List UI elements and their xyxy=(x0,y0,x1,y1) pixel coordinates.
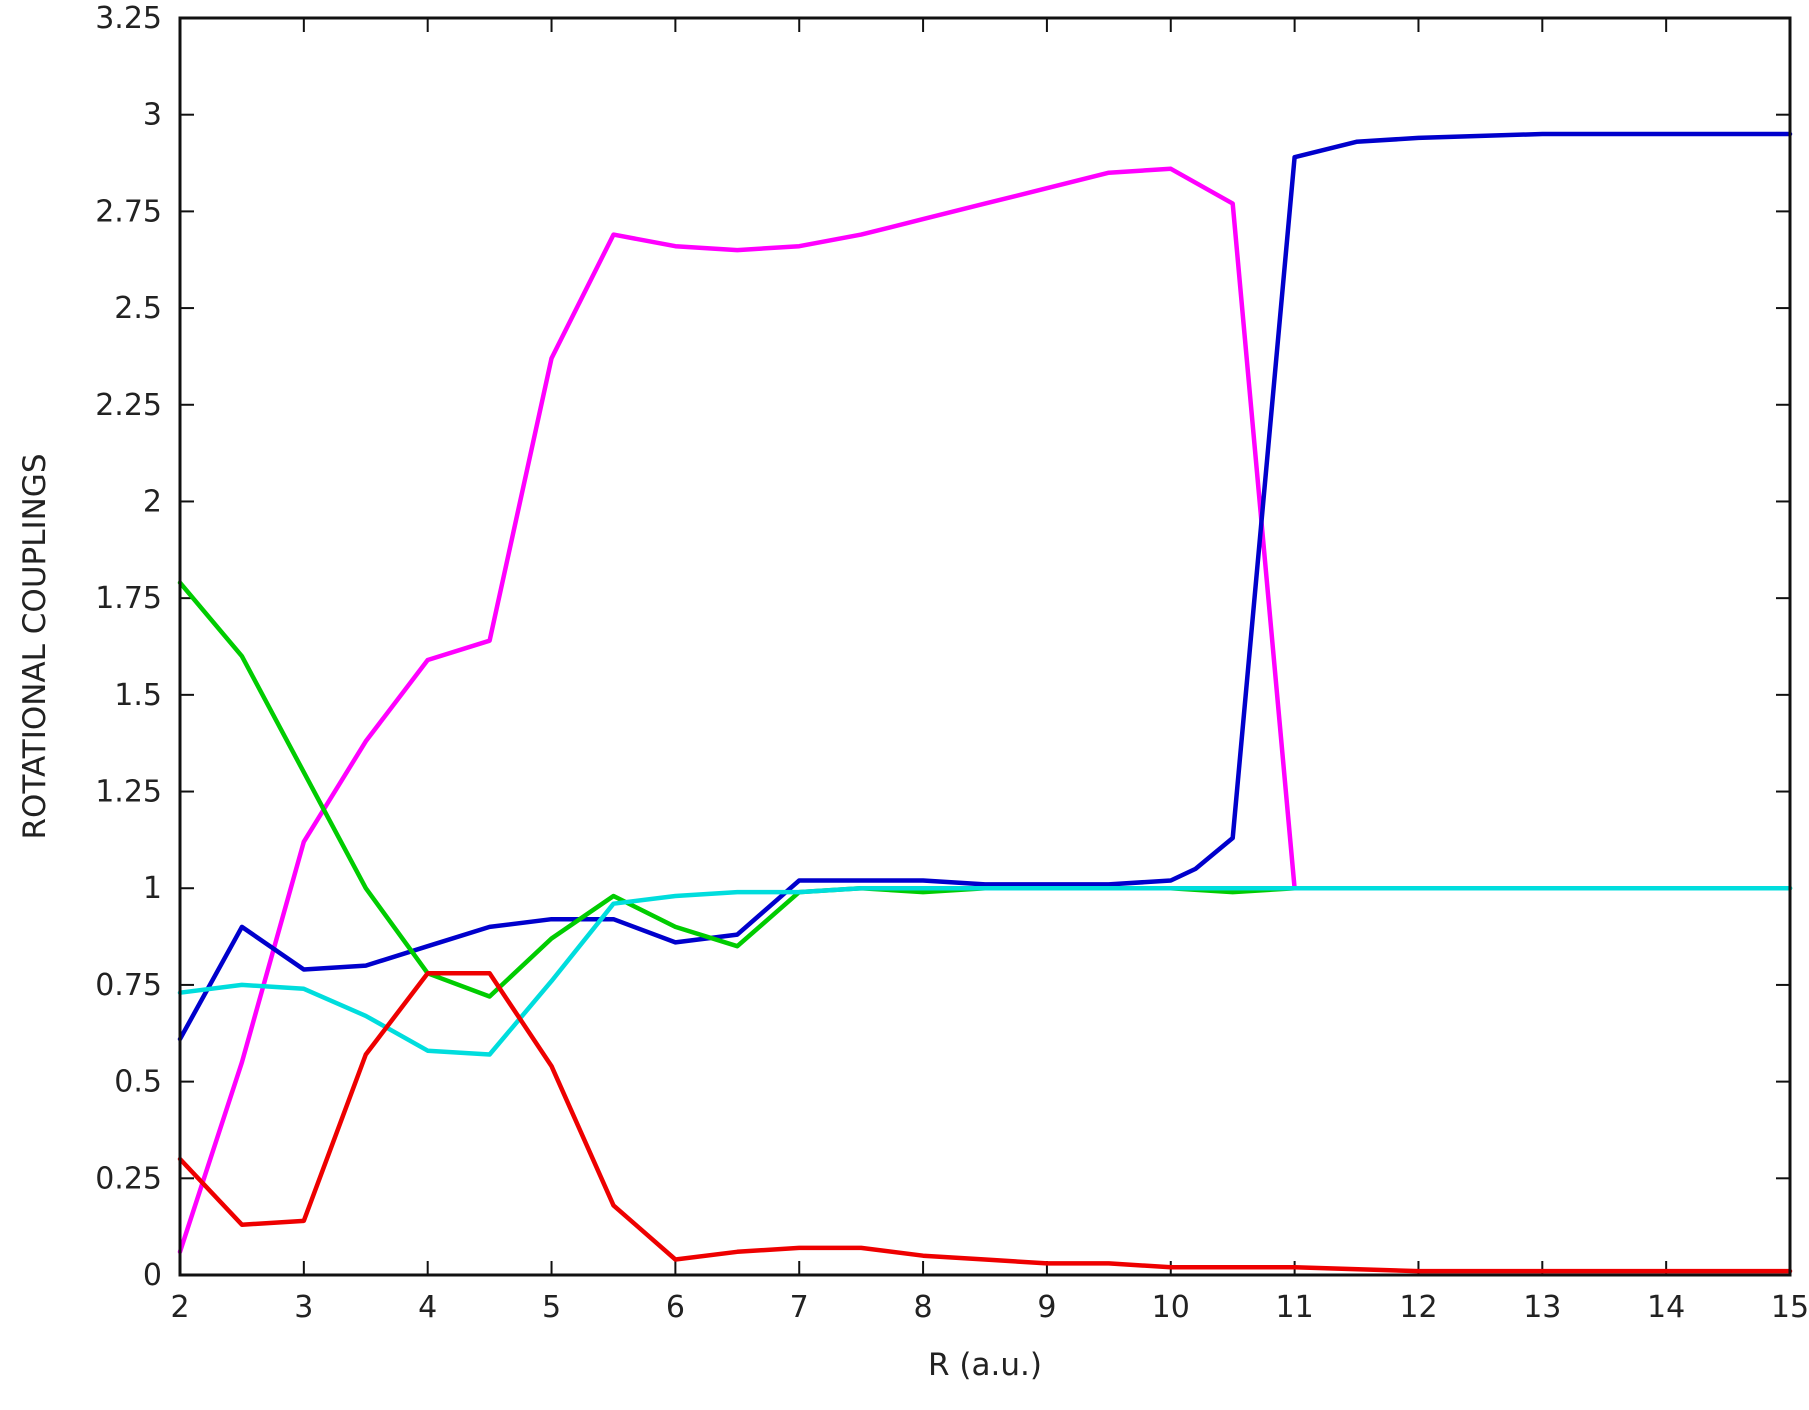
y-tick-label: 1.5 xyxy=(114,678,162,713)
y-tick-label: 2.25 xyxy=(95,388,162,423)
y-tick-label: 2 xyxy=(143,484,162,519)
y-tick-label: 0 xyxy=(143,1258,162,1293)
series-line-5 xyxy=(177,971,1793,1274)
y-tick-label: 1.75 xyxy=(95,581,162,616)
x-tick-label: 11 xyxy=(1276,1290,1314,1325)
y-tick-label: 1.25 xyxy=(95,775,162,810)
y-tick-label: 2.5 xyxy=(114,291,162,326)
series-line-4 xyxy=(177,885,1793,1057)
y-tick-label: 3 xyxy=(143,98,162,133)
y-tick-label: 0.75 xyxy=(95,968,162,1003)
x-tick-label: 14 xyxy=(1647,1290,1685,1325)
y-tick-label: 0.25 xyxy=(95,1161,162,1196)
x-tick-label: 8 xyxy=(914,1290,933,1325)
x-tick-label: 15 xyxy=(1771,1290,1809,1325)
series-line-3 xyxy=(177,580,1793,999)
x-axis-ticks: 2 3 4 5 6 7 8 9 10 11 12 13 14 15 xyxy=(170,18,1809,1325)
y-tick-label: 3.25 xyxy=(95,1,162,36)
y-axis-title: ROTATIONAL COUPLINGS xyxy=(17,453,53,839)
x-tick-label: 9 xyxy=(1037,1290,1056,1325)
x-tick-label: 12 xyxy=(1399,1290,1437,1325)
x-tick-label: 10 xyxy=(1152,1290,1190,1325)
x-tick-label: 7 xyxy=(790,1290,809,1325)
x-axis-title: R (a.u.) xyxy=(928,1347,1042,1383)
series-layer xyxy=(177,131,1793,1274)
x-tick-label: 2 xyxy=(170,1290,189,1325)
series-line-1 xyxy=(177,166,1297,1255)
plot-frame xyxy=(178,16,1792,1277)
y-tick-label: 1 xyxy=(143,871,162,906)
x-tick-label: 3 xyxy=(294,1290,313,1325)
x-tick-label: 13 xyxy=(1523,1290,1561,1325)
series-line-2 xyxy=(177,131,1793,1042)
y-tick-label: 2.75 xyxy=(95,194,162,229)
y-tick-label: 0.5 xyxy=(114,1065,162,1100)
x-tick-label: 4 xyxy=(418,1290,437,1325)
x-tick-label: 5 xyxy=(542,1290,561,1325)
x-tick-label: 6 xyxy=(666,1290,685,1325)
